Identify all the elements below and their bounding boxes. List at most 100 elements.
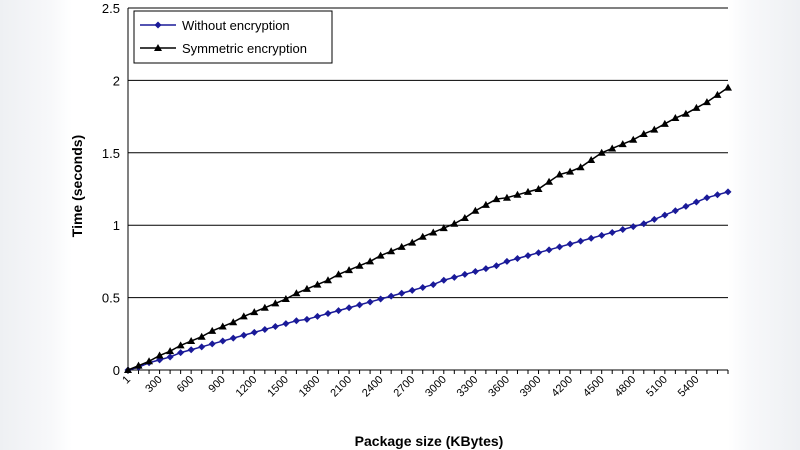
left-background-band [0, 0, 72, 450]
x-tick-label: 1 [120, 374, 133, 387]
gridlines [128, 7, 728, 299]
y-axis-title: Time (seconds) [69, 135, 85, 237]
data-point-triangle [292, 289, 301, 297]
axes [127, 8, 729, 374]
series-group [124, 83, 732, 374]
data-point-triangle [355, 261, 364, 269]
x-tick-label: 4500 [581, 374, 607, 400]
data-point-triangle [260, 303, 269, 311]
data-point-diamond [229, 334, 237, 342]
data-point-triangle [218, 322, 227, 330]
data-point-triangle [460, 213, 469, 221]
x-tick-label: 900 [206, 374, 227, 395]
data-point-diamond [724, 188, 732, 196]
data-point-diamond [587, 234, 595, 242]
data-point-triangle [408, 238, 417, 246]
data-point-triangle [524, 187, 532, 195]
data-point-diamond [250, 328, 258, 336]
data-point-triangle [239, 312, 248, 320]
data-point-diamond [629, 223, 637, 231]
data-point-triangle [608, 144, 617, 152]
data-point-triangle [166, 347, 175, 355]
y-tick-label: 1.5 [102, 146, 120, 161]
data-point-diamond [398, 289, 406, 297]
data-point-triangle [345, 266, 354, 274]
legend-label: Without encryption [182, 18, 290, 33]
data-point-triangle [429, 228, 438, 236]
data-point-triangle [492, 195, 501, 203]
data-point-diamond [471, 268, 479, 276]
data-point-triangle [597, 148, 606, 156]
data-point-triangle [134, 361, 143, 369]
x-tick-label: 600 [175, 374, 196, 395]
data-point-triangle [418, 232, 427, 240]
data-point-triangle [502, 193, 511, 201]
data-point-triangle [187, 337, 196, 345]
data-point-triangle [397, 242, 406, 250]
data-point-diamond [566, 240, 574, 248]
data-point-diamond [692, 198, 700, 206]
data-point-triangle [208, 326, 217, 334]
data-point-diamond [619, 226, 627, 234]
data-point-diamond [429, 281, 437, 289]
data-point-triangle [481, 200, 490, 208]
data-point-diamond [408, 286, 416, 294]
data-point-diamond [335, 307, 343, 315]
x-tick-labels: 1 300 600 900 1200 1500 1800 2100 2400 2700 3000 33… [120, 374, 701, 400]
x-tick-label: 4200 [549, 374, 575, 400]
data-point-triangle [671, 114, 680, 122]
data-point-diamond [535, 249, 543, 257]
data-point-triangle [618, 140, 627, 148]
y-tick-label: 2.5 [102, 1, 120, 16]
data-point-diamond [187, 346, 195, 354]
data-point-triangle [439, 224, 448, 232]
data-point-triangle [154, 44, 162, 51]
data-point-triangle [555, 170, 564, 178]
data-point-diamond [545, 246, 553, 254]
series-line-1 [127, 87, 729, 371]
data-point-diamond [154, 21, 162, 29]
data-point-triangle [566, 167, 575, 175]
data-point-diamond [166, 353, 174, 361]
data-point-diamond [356, 301, 364, 309]
legend-label: Symmetric encryption [182, 41, 307, 56]
data-point-triangle [534, 185, 543, 192]
data-point-triangle [302, 284, 311, 292]
data-point-triangle [197, 332, 206, 340]
data-point-diamond [492, 262, 500, 270]
x-tick-label: 1500 [265, 374, 291, 400]
x-tick-label: 5400 [676, 374, 702, 400]
y-tick-label: 0.5 [102, 291, 120, 306]
data-point-diamond [219, 337, 227, 345]
data-point-diamond [503, 257, 511, 265]
data-point-triangle [545, 177, 554, 185]
data-point-diamond [713, 191, 721, 199]
x-tick-label: 300 [143, 374, 164, 395]
data-point-diamond [671, 207, 679, 215]
data-point-diamond [440, 276, 448, 284]
data-point-diamond [198, 343, 206, 351]
data-point-diamond [271, 323, 279, 331]
data-point-triangle [702, 98, 711, 106]
x-tick-label: 2700 [392, 374, 418, 400]
data-point-triangle [145, 357, 154, 365]
data-point-triangle [513, 190, 522, 198]
data-point-diamond [345, 304, 353, 312]
data-point-diamond [419, 283, 427, 291]
data-point-triangle [271, 299, 280, 307]
y-tick-label: 0 [113, 363, 120, 378]
data-point-triangle [471, 206, 480, 214]
data-point-diamond [461, 270, 469, 278]
data-point-triangle [313, 280, 322, 288]
data-point-diamond [377, 295, 385, 303]
data-point-diamond [703, 194, 711, 202]
data-point-diamond [598, 231, 606, 239]
data-point-diamond [482, 265, 490, 273]
data-point-diamond [177, 349, 185, 357]
data-point-triangle [366, 257, 375, 265]
data-point-diamond [640, 220, 648, 228]
data-point-triangle [576, 163, 585, 171]
data-point-triangle [650, 125, 659, 133]
data-point-diamond [650, 215, 658, 223]
